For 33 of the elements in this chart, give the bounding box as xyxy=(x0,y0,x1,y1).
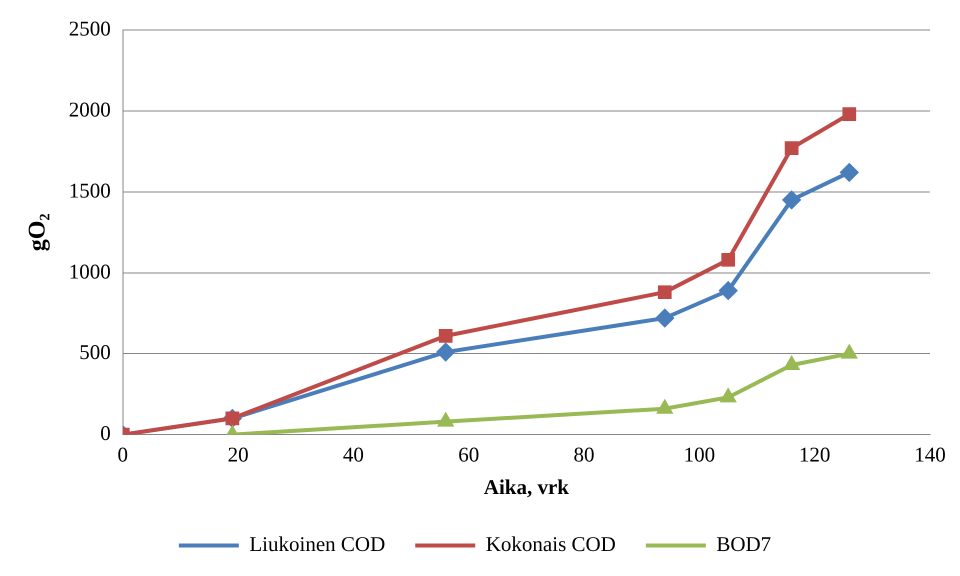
x-axis-title: Aika, vrk xyxy=(484,474,570,499)
x-tick-label: 80 xyxy=(574,442,595,467)
y-tick-label: 1000 xyxy=(68,259,111,284)
point xyxy=(784,141,798,156)
legend-label: Liukoinen COD xyxy=(249,532,386,556)
point xyxy=(437,412,454,427)
point xyxy=(840,344,858,359)
point xyxy=(840,162,859,182)
point xyxy=(782,190,802,210)
x-tick-label: 100 xyxy=(684,442,716,467)
point xyxy=(720,388,736,402)
legend-label: Kokonais COD xyxy=(486,532,616,556)
point xyxy=(658,285,672,300)
point xyxy=(842,107,856,122)
x-tick-label: 40 xyxy=(342,442,364,467)
y-tick-label: 2000 xyxy=(68,97,111,122)
point xyxy=(655,308,674,328)
point xyxy=(438,329,453,343)
point xyxy=(656,399,674,414)
x-tick-label: 60 xyxy=(458,442,480,467)
x-tick-label: 20 xyxy=(228,442,249,467)
legend-label: BOD7 xyxy=(716,532,772,556)
x-tick-label: 0 xyxy=(118,442,128,467)
x-tick-label: 120 xyxy=(798,442,830,467)
x-tick-label: 140 xyxy=(914,442,946,467)
point xyxy=(783,356,800,370)
point xyxy=(721,252,736,267)
y-tick-label: 0 xyxy=(100,421,111,446)
y-tick-label: 1500 xyxy=(68,178,111,202)
point xyxy=(718,281,738,300)
y-tick-label: 500 xyxy=(79,340,111,364)
y-tick-label: 2500 xyxy=(68,16,111,41)
y-axis-title: gO₂ xyxy=(24,213,51,252)
